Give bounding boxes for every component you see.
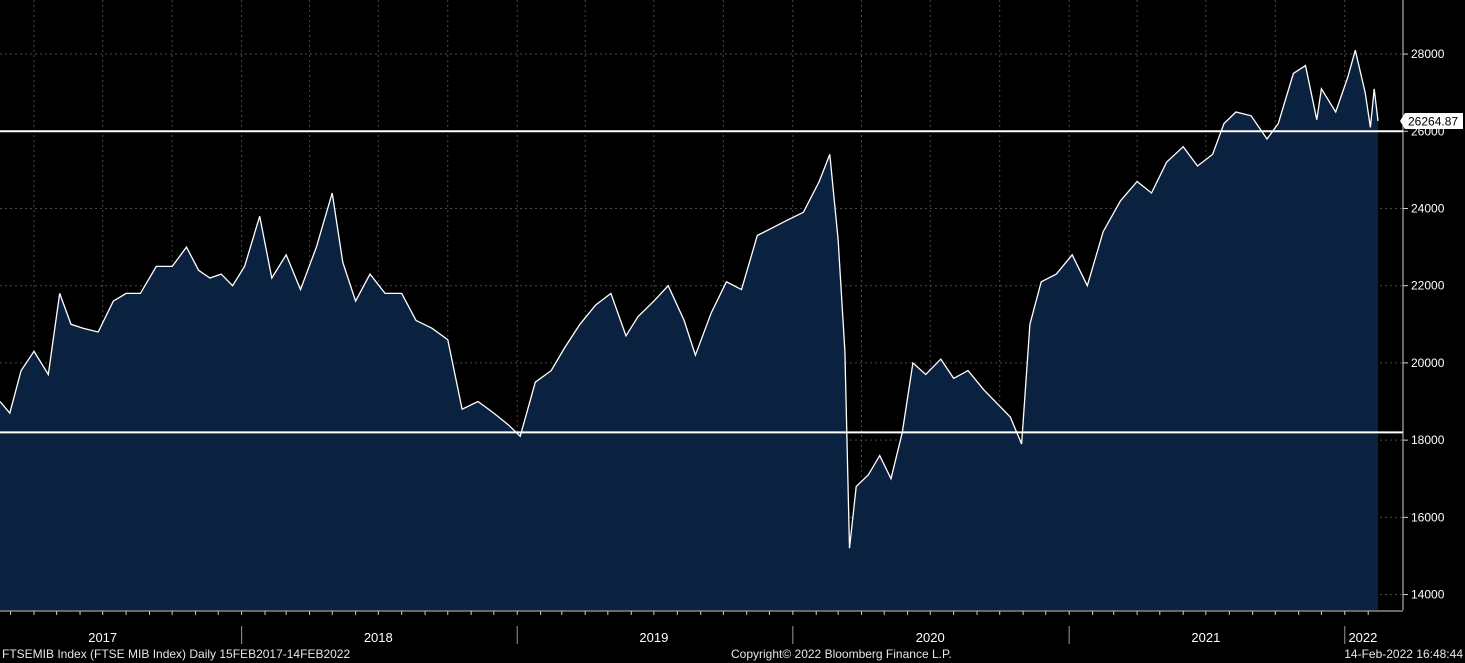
- index-chart: 1400016000180002000022000240002600028000…: [0, 0, 1463, 645]
- copyright-notice: Copyright© 2022 Bloomberg Finance L.P.: [731, 647, 952, 661]
- y-tick-label: 14000: [1411, 588, 1445, 602]
- x-year-label: 2018: [364, 630, 393, 645]
- x-year-label: 2019: [639, 630, 668, 645]
- y-tick-label: 20000: [1411, 356, 1445, 370]
- y-tick-label: 18000: [1411, 433, 1445, 447]
- x-year-label: 2020: [916, 630, 945, 645]
- index-price-line: [0, 50, 1379, 549]
- x-year-label: 2021: [1191, 630, 1220, 645]
- y-tick-label: 28000: [1411, 47, 1445, 61]
- x-axis: 2017 2018 2019 2020 2021 2022: [0, 610, 1403, 645]
- y-tick-label: 16000: [1411, 510, 1445, 524]
- y-tick-label: 22000: [1411, 279, 1445, 293]
- x-year-label: 2022: [1348, 630, 1377, 645]
- security-description: FTSEMIB Index (FTSE MIB Index) Daily 15F…: [2, 647, 351, 661]
- index-area-fill: [0, 50, 1378, 610]
- reference-lines: [0, 130, 1403, 434]
- last-value-text: 26264.87: [1408, 115, 1458, 129]
- last-value-box: [1400, 113, 1463, 130]
- x-year-label: 2017: [88, 630, 117, 645]
- y-tick-label: 24000: [1411, 201, 1445, 215]
- timestamp: 14-Feb-2022 16:48:44: [1344, 647, 1463, 661]
- last-value-marker: 26264.87: [1400, 113, 1463, 130]
- chart-footer: FTSEMIB Index (FTSE MIB Index) Daily 15F…: [0, 646, 1465, 663]
